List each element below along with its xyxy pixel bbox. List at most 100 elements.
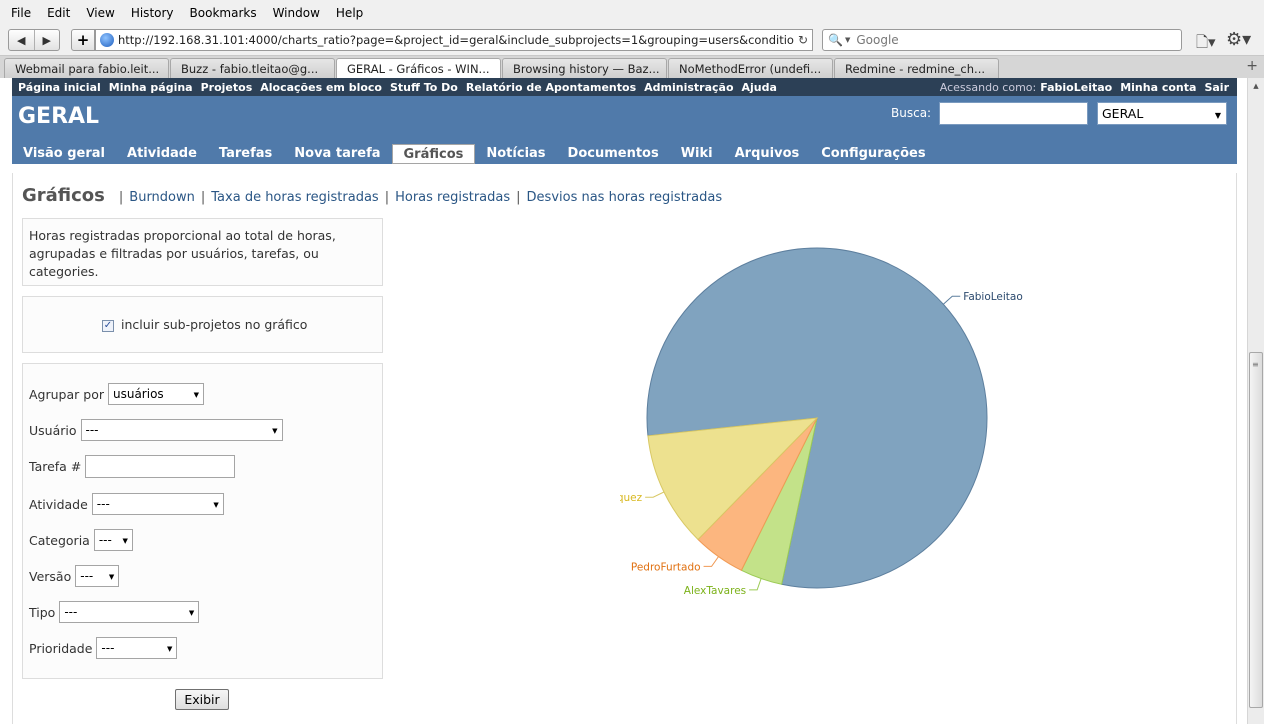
content-title-bar: Gráficos | Burndown | Taxa de horas regi…	[22, 185, 722, 206]
tab-webmail[interactable]: Webmail para fabio.leit...	[4, 58, 169, 78]
add-bookmark-icon[interactable]: +	[71, 29, 95, 51]
scroll-thumb[interactable]	[1249, 352, 1263, 708]
menu-history[interactable]: History	[130, 6, 174, 20]
tab-documents[interactable]: Documentos	[567, 146, 659, 161]
chevron-down-icon: ▼	[193, 391, 199, 399]
tab-redmine[interactable]: Redmine - redmine_ch...	[834, 58, 999, 78]
logout-link[interactable]: Sair	[1204, 80, 1229, 94]
priority-select[interactable]: --- ▼	[96, 637, 178, 659]
web-search-box[interactable]: 🔍 ▼ Google	[822, 29, 1182, 51]
filter-issue: Tarefa #	[29, 455, 236, 478]
search-engine-dropdown-icon[interactable]: ▼	[844, 36, 851, 44]
type-value: ---	[64, 605, 78, 619]
link-logged-hours-deviation[interactable]: Desvios nas horas registradas	[526, 190, 723, 205]
new-tab-icon[interactable]: +	[1246, 58, 1258, 74]
menu-view[interactable]: View	[86, 6, 115, 20]
tab-browsing-history[interactable]: Browsing history — Baz...	[502, 58, 667, 78]
category-label: Categoria	[29, 532, 90, 548]
category-select[interactable]: --- ▼	[93, 529, 133, 551]
separator: |	[384, 190, 390, 205]
tab-nomethoderror[interactable]: NoMethodError (undefi...	[668, 58, 833, 78]
link-burndown[interactable]: Burndown	[129, 190, 195, 205]
tab-activity[interactable]: Atividade	[127, 146, 197, 161]
top-link-block-allocations[interactable]: Alocações em bloco	[260, 80, 382, 94]
scroll-grip-icon: ≡	[1252, 360, 1259, 369]
top-link-projects[interactable]: Projetos	[200, 80, 253, 94]
project-title: GERAL	[18, 104, 100, 129]
tab-overview[interactable]: Visão geral	[23, 146, 106, 161]
top-link-my-page[interactable]: Minha página	[108, 80, 193, 94]
back-forward-group: ◀ ▶	[8, 29, 60, 51]
top-link-administration[interactable]: Administração	[644, 80, 734, 94]
tab-buzz[interactable]: Buzz - fabio.tleitao@g...	[170, 58, 335, 78]
link-logged-hours-rate[interactable]: Taxa de horas registradas	[211, 190, 379, 205]
version-select[interactable]: --- ▼	[75, 565, 120, 587]
tab-issues[interactable]: Tarefas	[218, 146, 273, 161]
vertical-scrollbar[interactable]: ▲ ≡	[1247, 78, 1264, 724]
filter-user: Usuário --- ▼	[29, 419, 283, 441]
page-menu-icon[interactable]: 🗋▾	[1196, 33, 1216, 51]
search-label: Busca:	[891, 106, 932, 120]
top-link-stuff-to-do[interactable]: Stuff To Do	[389, 80, 458, 94]
menu-file[interactable]: File	[11, 6, 32, 20]
hours-ratio-pie-chart: FabioLeitao AlexTavares PedroFurtado Gerald…	[620, 247, 1023, 597]
tab-charts[interactable]: Gráficos	[391, 144, 476, 164]
top-link-home[interactable]: Página inicial	[18, 80, 101, 94]
subprojects-label: incluir sub-projetos no gráfico	[121, 317, 308, 332]
activity-label: Atividade	[29, 496, 88, 512]
pie-label-alextavares: AlexTavares	[684, 585, 746, 597]
forward-icon[interactable]: ▶	[42, 33, 51, 47]
main-menu: Visão geral Atividade Tarefas Nova taref…	[12, 144, 937, 164]
top-link-help[interactable]: Ajuda	[741, 80, 777, 94]
address-url[interactable]: http://192.168.31.101:4000/charts_ratio?…	[118, 33, 794, 47]
tab-settings[interactable]: Configurações	[821, 146, 926, 161]
tab-new-issue[interactable]: Nova tarefa	[294, 146, 381, 161]
tab-geral-graficos[interactable]: GERAL - Gráficos - WIN...	[336, 58, 501, 78]
reload-icon[interactable]: ↻	[797, 33, 809, 47]
filter-type: Tipo --- ▼	[29, 601, 200, 623]
menu-bookmarks[interactable]: Bookmarks	[189, 6, 257, 20]
type-label: Tipo	[29, 604, 56, 620]
back-icon[interactable]: ◀	[9, 30, 35, 50]
chevron-down-icon: ▼	[188, 609, 195, 617]
scroll-up-icon[interactable]: ▲	[1253, 82, 1259, 90]
user-label: Usuário	[29, 422, 77, 438]
pie-label-pedrofurtado: PedroFurtado	[631, 561, 701, 573]
subprojects-box: ✓ incluir sub-projetos no gráfico	[22, 296, 383, 353]
separator: |	[516, 190, 521, 205]
app-menubar: File Edit View History Bookmarks Window …	[0, 0, 1264, 26]
content-area: Gráficos | Burndown | Taxa de horas regi…	[12, 173, 1237, 724]
group-by-value: usuários	[112, 387, 164, 401]
chevron-down-icon: ▼	[1214, 111, 1221, 120]
gear-icon[interactable]: ⚙▾	[1226, 29, 1252, 50]
group-by-label: Agrupar por	[29, 386, 104, 402]
tab-wiki[interactable]: Wiki	[680, 146, 713, 161]
page-title: Gráficos	[22, 185, 105, 206]
user-value: ---	[85, 423, 99, 437]
subprojects-checkbox[interactable]: ✓	[102, 320, 114, 332]
address-bar[interactable]: http://192.168.31.101:4000/charts_ratio?…	[95, 29, 813, 51]
menu-edit[interactable]: Edit	[47, 6, 71, 20]
priority-label: Prioridade	[29, 640, 93, 656]
activity-select[interactable]: --- ▼	[91, 493, 224, 515]
current-user-link[interactable]: FabioLeitao	[1040, 80, 1113, 94]
pie-leader-line-geraldovelasquez	[645, 491, 665, 498]
menu-help[interactable]: Help	[335, 6, 364, 20]
menu-window[interactable]: Window	[272, 6, 320, 20]
type-select[interactable]: --- ▼	[59, 601, 200, 623]
show-button[interactable]: Exibir	[175, 689, 229, 710]
description-line: categories.	[29, 264, 99, 279]
issue-input[interactable]	[85, 455, 236, 478]
user-select[interactable]: --- ▼	[80, 419, 283, 441]
search-input[interactable]	[939, 102, 1088, 125]
link-logged-hours[interactable]: Horas registradas	[395, 190, 511, 205]
my-account-link[interactable]: Minha conta	[1120, 80, 1197, 94]
tab-files[interactable]: Arquivos	[734, 146, 800, 161]
pie-leader-line-fabioleitao	[943, 295, 961, 305]
top-link-time-report[interactable]: Relatório de Apontamentos	[465, 80, 637, 94]
tab-news[interactable]: Notícias	[486, 146, 546, 161]
priority-value: ---	[101, 641, 115, 655]
project-jump-select[interactable]: GERAL ▼	[1097, 102, 1227, 125]
group-by-select[interactable]: usuários ▼	[107, 383, 204, 405]
version-value: ---	[80, 569, 94, 583]
